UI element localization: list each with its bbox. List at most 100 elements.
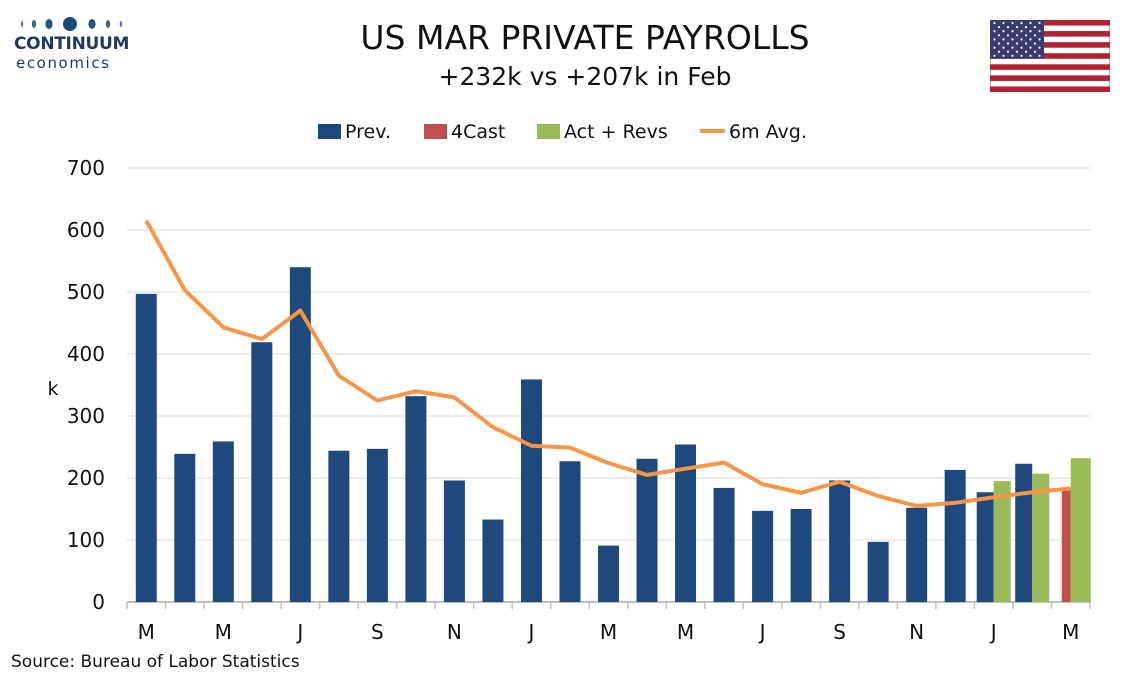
bar-act-revs: [1032, 473, 1050, 602]
flag-star: [1020, 30, 1023, 33]
avg-line-group: [144, 219, 1071, 508]
bar-prev: [212, 441, 234, 602]
bar-prev: [867, 541, 889, 602]
bar-prev: [636, 458, 658, 602]
flag-star: [1020, 21, 1023, 25]
flag-star: [1011, 54, 1014, 57]
bar-prev: [251, 342, 273, 602]
flag-star: [1029, 38, 1032, 41]
x-tick-label: S: [833, 620, 846, 644]
us-flag-icon: [990, 20, 1110, 92]
flag-star: [1029, 30, 1032, 33]
flag-star: [1011, 30, 1014, 33]
flag-star: [1024, 26, 1028, 29]
legend-act-revs-swatch: [537, 124, 560, 139]
bar-act-revs: [993, 481, 1011, 602]
logo-dots: [20, 17, 123, 31]
flag-star: [1015, 50, 1019, 53]
flag-star: [1006, 42, 1010, 45]
flag-star: [997, 34, 1001, 37]
logo-name: CONTINUUM: [14, 34, 130, 54]
flag-star: [1015, 42, 1019, 45]
flag-star: [1002, 38, 1005, 41]
flag-star: [1033, 50, 1037, 53]
bar-prev: [328, 450, 350, 602]
flag-star: [1033, 42, 1037, 45]
chart-title: US MAR PRIVATE PAYROLLS: [360, 18, 810, 57]
y-tick-label: 500: [67, 280, 105, 304]
gridlines: [127, 167, 1090, 541]
x-tick-label: J: [758, 620, 766, 644]
flag-star: [1011, 46, 1014, 49]
bar-prev: [289, 267, 311, 602]
bar-prev: [520, 379, 542, 602]
bar-act-revs: [1070, 458, 1091, 602]
bar-prev: [976, 492, 994, 602]
bar-prev: [366, 448, 388, 602]
flag-star: [1002, 46, 1005, 49]
bar-prev: [174, 453, 196, 602]
flag-star: [993, 54, 996, 57]
bar-prev: [713, 487, 735, 602]
flag-star: [1033, 34, 1037, 37]
flag-stripe: [990, 86, 1110, 92]
flag-star: [997, 50, 1001, 53]
flag-star: [993, 46, 996, 49]
x-tick-label: J: [527, 620, 535, 644]
x-tick-label: M: [677, 620, 694, 644]
bar-prev: [829, 480, 851, 602]
flag-star: [997, 26, 1001, 29]
flag-star: [1002, 30, 1005, 33]
legend-4cast-swatch: [424, 124, 447, 139]
x-tick-label: J: [295, 620, 303, 644]
flag-star: [1015, 34, 1019, 37]
bar-prev: [1015, 463, 1033, 602]
x-tick-label: S: [371, 620, 384, 644]
y-tick-label: 700: [67, 156, 105, 180]
flag-star: [1002, 54, 1005, 57]
x-tick-label: M: [600, 620, 617, 644]
source-note: Source: Bureau of Labor Statistics: [11, 652, 300, 672]
bar-prev: [482, 519, 504, 602]
bar-prev: [944, 469, 966, 602]
bar-prev: [405, 396, 427, 602]
flag-star: [1038, 30, 1041, 33]
flag-star: [1038, 21, 1041, 25]
bar-prev: [443, 480, 465, 602]
flag-stripe: [990, 53, 1110, 59]
legend: Prev. 4Cast Act + Revs 6m Avg.: [318, 121, 807, 143]
flag-star: [1006, 34, 1010, 37]
logo-subtitle: economics: [16, 54, 111, 72]
bars: [135, 267, 1091, 602]
flag-star: [1020, 38, 1023, 41]
x-tick-label: J: [989, 620, 997, 644]
bar-prev: [790, 509, 812, 602]
flag-star: [1029, 54, 1032, 57]
flag-star: [1038, 46, 1041, 49]
chart-subtitle: +232k vs +207k in Feb: [438, 62, 732, 91]
flag-star: [1020, 54, 1023, 57]
flag-star: [1024, 34, 1028, 37]
flag-star: [1020, 46, 1023, 49]
bar-prev: [559, 461, 581, 602]
flag-star: [1038, 38, 1041, 41]
bar-prev: [675, 444, 697, 602]
flag-star: [1006, 26, 1010, 29]
x-tick-label: M: [215, 620, 232, 644]
flag-star: [993, 21, 996, 25]
y-tick-label: 0: [92, 590, 105, 614]
axes: 0 100 200 300 400 500 600 700 M M J S N J M M J S N J Mk: [47, 156, 1091, 644]
flag-star: [1015, 26, 1019, 29]
y-tick-label: 200: [67, 466, 105, 490]
flag-star: [993, 38, 996, 41]
y-axis-label: k: [47, 378, 58, 400]
y-tick-label: 100: [67, 528, 105, 552]
flag-star: [1002, 21, 1005, 25]
brand-logo: CONTINUUM economics: [14, 14, 134, 76]
bar-prev: [906, 507, 928, 602]
x-tick-label: M: [138, 620, 155, 644]
legend-act-revs-label: Act + Revs: [564, 121, 668, 143]
y-tick-label: 400: [67, 342, 105, 366]
legend-4cast-label: 4Cast: [451, 121, 505, 143]
